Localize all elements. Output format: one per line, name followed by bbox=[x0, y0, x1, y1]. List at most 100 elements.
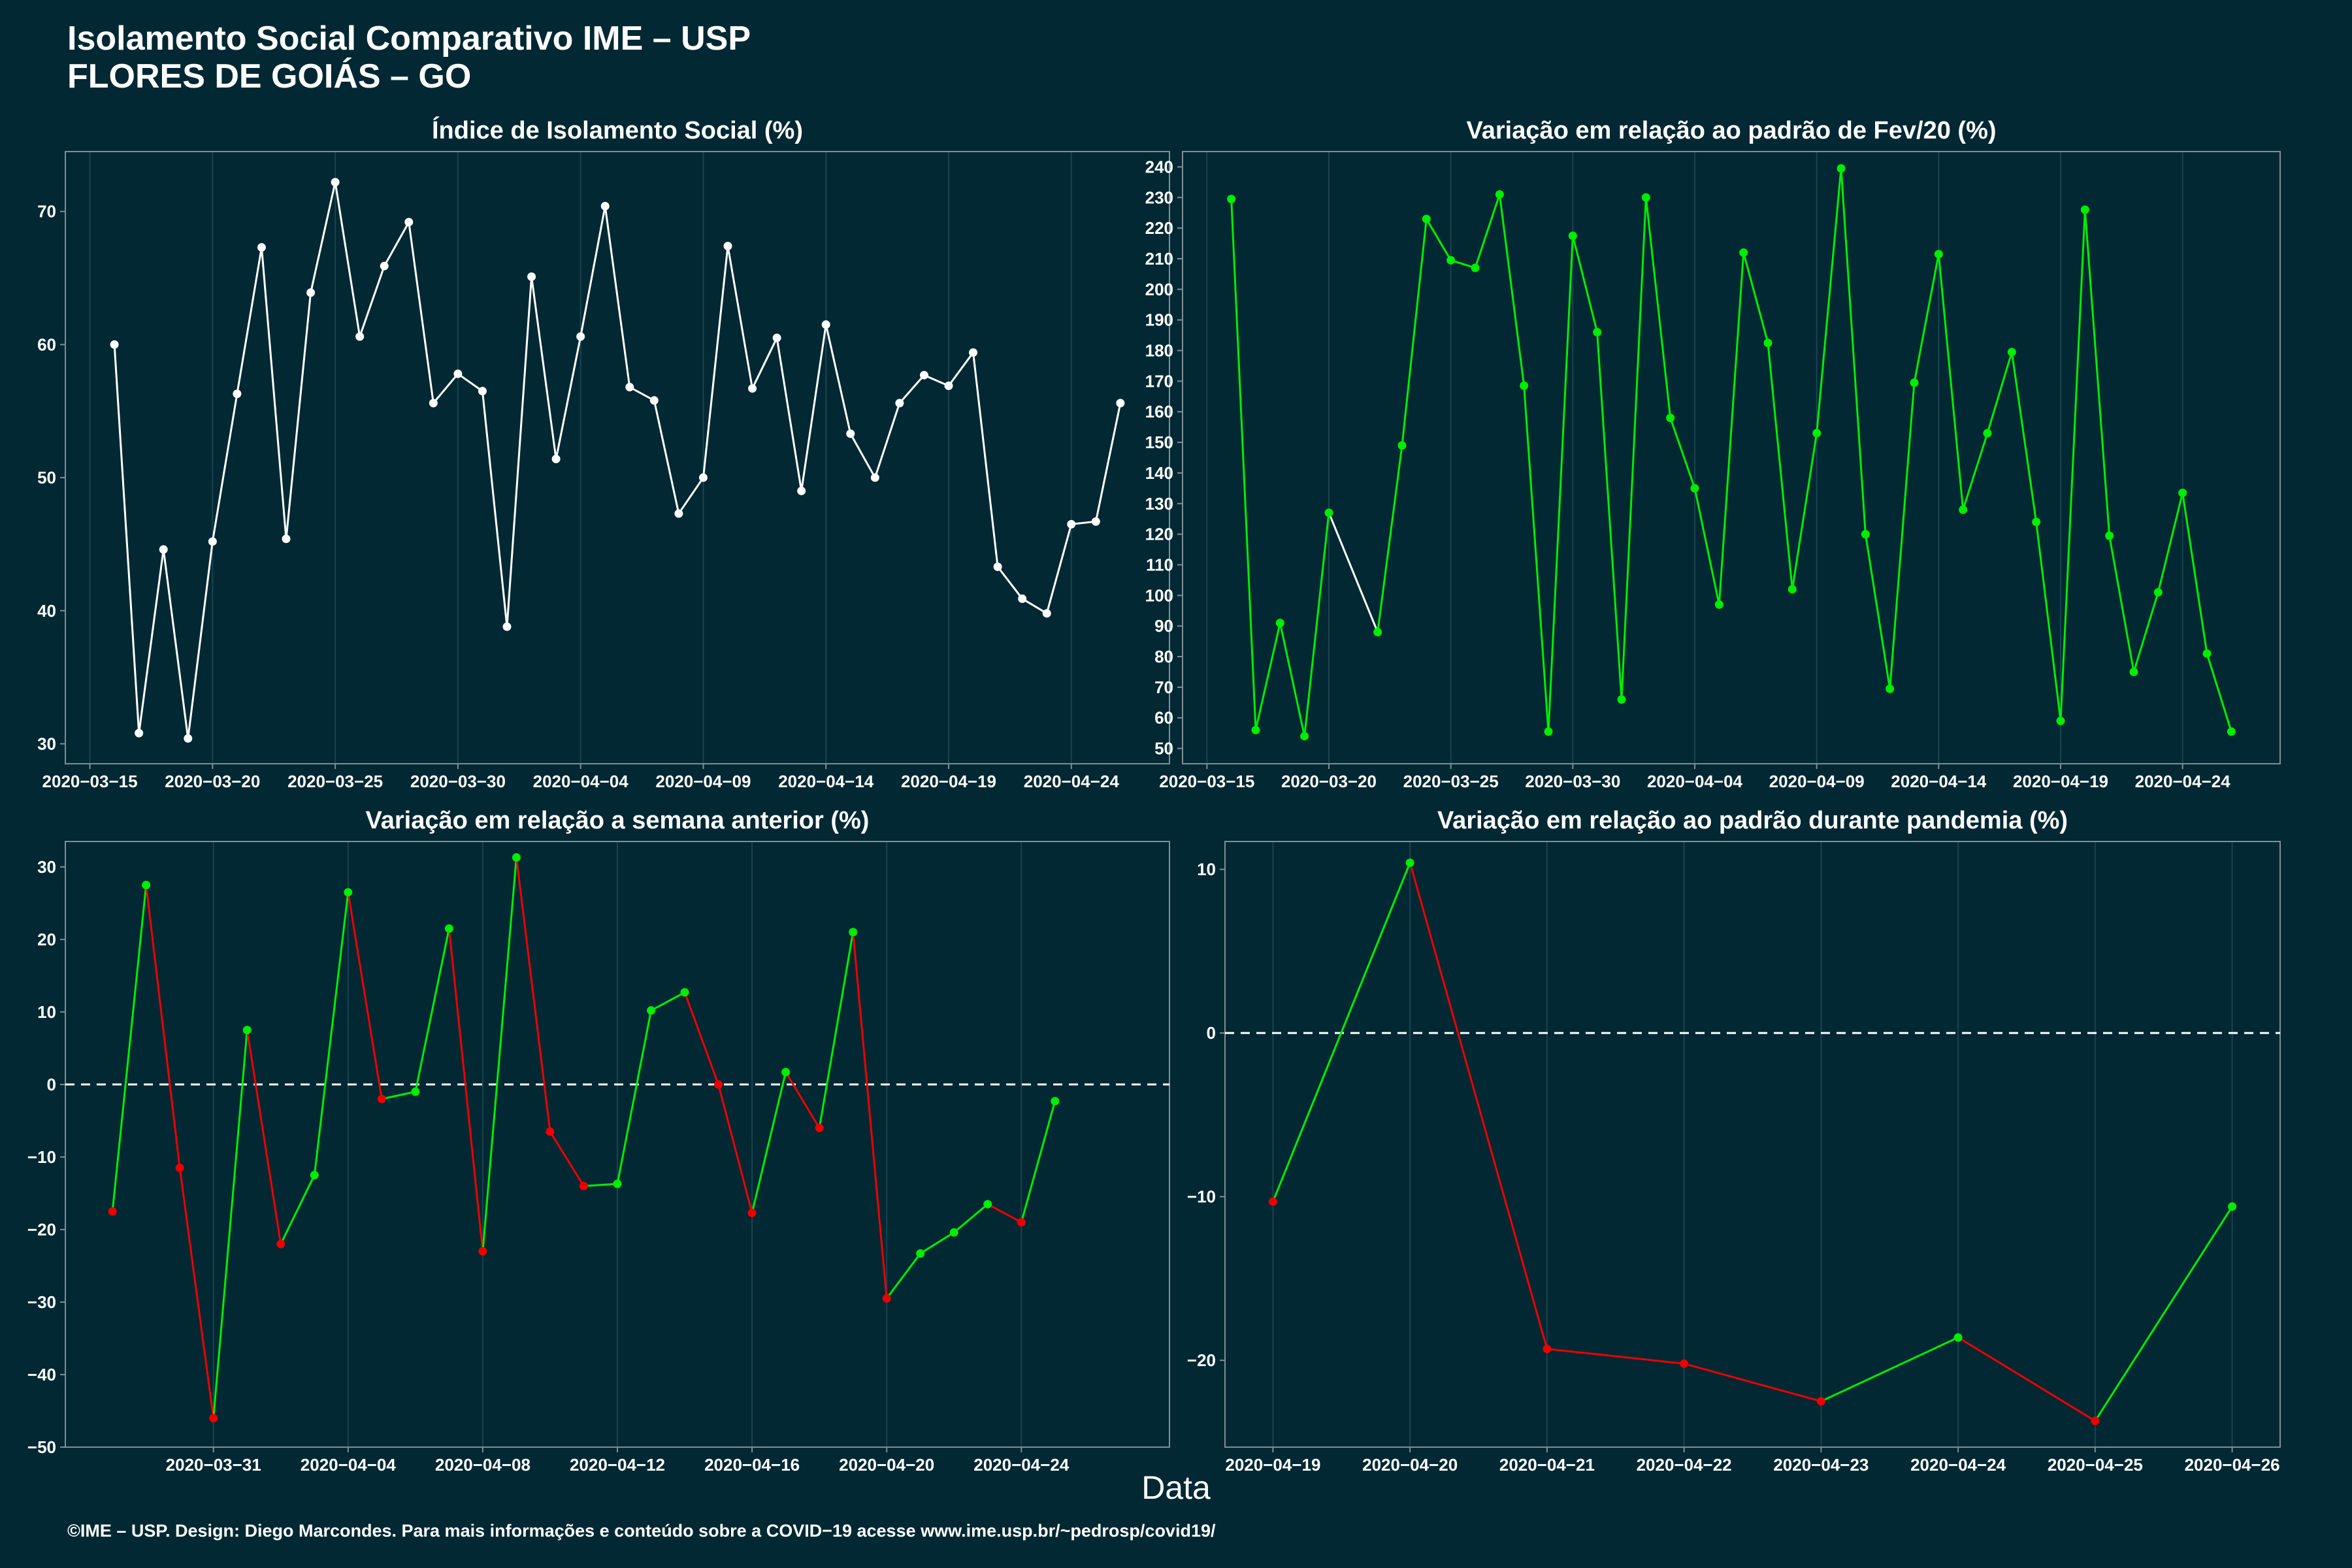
data-point bbox=[310, 1171, 319, 1180]
data-point bbox=[2153, 588, 2163, 597]
data-point bbox=[2178, 488, 2187, 497]
data-point bbox=[1617, 695, 1626, 704]
data-point bbox=[723, 242, 732, 251]
x-tick-label: 2020−04−22 bbox=[1637, 1455, 1732, 1475]
data-point bbox=[502, 622, 512, 631]
series-segment bbox=[653, 400, 680, 514]
data-point bbox=[1812, 429, 1821, 438]
series-segment bbox=[1254, 623, 1281, 730]
series-segment bbox=[702, 246, 729, 478]
series-segment bbox=[260, 247, 287, 539]
data-point bbox=[2032, 517, 2041, 527]
data-point bbox=[257, 243, 266, 252]
series-segment bbox=[751, 1071, 787, 1213]
y-tick-label: 40 bbox=[37, 601, 56, 621]
data-point bbox=[355, 332, 365, 341]
data-point bbox=[1227, 195, 1236, 204]
panel-border bbox=[1182, 151, 2281, 764]
data-point bbox=[1520, 381, 1529, 390]
series-segment bbox=[111, 885, 148, 1212]
data-point bbox=[674, 509, 683, 518]
y-tick-label: 50 bbox=[1154, 739, 1173, 759]
data-point bbox=[1568, 231, 1577, 240]
data-point bbox=[1593, 327, 1602, 336]
data-point bbox=[1405, 858, 1414, 868]
series-segment bbox=[1546, 1348, 1684, 1365]
series-segment bbox=[919, 1232, 955, 1254]
series-segment bbox=[236, 247, 263, 394]
data-point bbox=[870, 473, 879, 482]
series-segment bbox=[751, 337, 778, 389]
data-point bbox=[512, 853, 521, 862]
data-point bbox=[944, 382, 953, 391]
series-segment bbox=[448, 928, 484, 1252]
series-segment bbox=[818, 932, 855, 1128]
series-segment bbox=[1426, 218, 1452, 261]
series-segment bbox=[987, 1203, 1022, 1224]
data-point bbox=[625, 383, 634, 392]
x-tick-label: 2020−04−04 bbox=[533, 772, 629, 791]
series-segment bbox=[1820, 1336, 1959, 1403]
y-tick-label: 70 bbox=[37, 202, 56, 221]
series-segment bbox=[2094, 1205, 2233, 1422]
data-point bbox=[846, 429, 855, 438]
data-point bbox=[142, 881, 151, 890]
series-segment bbox=[1644, 197, 1672, 418]
series-segment bbox=[604, 206, 631, 387]
series-segment bbox=[2108, 535, 2135, 672]
x-tick-label: 2020−04−24 bbox=[2135, 772, 2231, 791]
data-point bbox=[815, 1124, 824, 1133]
x-tick-label: 2020−03−25 bbox=[1403, 772, 1499, 791]
data-point bbox=[1251, 725, 1260, 734]
data-point bbox=[478, 1247, 487, 1256]
y-tick-label: 180 bbox=[1145, 341, 1173, 361]
data-point bbox=[1666, 414, 1675, 423]
series-segment bbox=[1864, 534, 1891, 689]
data-point bbox=[429, 399, 438, 408]
data-point bbox=[233, 389, 242, 399]
x-axis-label: Data bbox=[1141, 1469, 1211, 1506]
y-tick-label: 50 bbox=[37, 468, 56, 487]
data-point bbox=[1641, 193, 1650, 202]
y-tick-label: 160 bbox=[1145, 402, 1173, 421]
series-segment bbox=[1816, 168, 1842, 434]
series-segment bbox=[1620, 197, 1647, 700]
series-segment bbox=[145, 885, 181, 1168]
data-point bbox=[175, 1164, 184, 1173]
series-segment bbox=[2157, 493, 2184, 593]
data-point bbox=[821, 320, 830, 329]
data-point bbox=[184, 734, 193, 743]
data-point bbox=[1861, 530, 1870, 539]
y-tick-label: 230 bbox=[1145, 188, 1173, 207]
series-segment bbox=[1409, 862, 1548, 1350]
series-segment bbox=[825, 324, 852, 434]
series-segment bbox=[1021, 598, 1047, 615]
data-point bbox=[1816, 1397, 1825, 1406]
x-tick-label: 2020−04−24 bbox=[1024, 772, 1120, 791]
series-segment bbox=[1913, 253, 1940, 383]
data-point bbox=[1091, 517, 1100, 526]
series-segment bbox=[1986, 351, 2013, 434]
series-segment bbox=[1693, 488, 1720, 605]
series-segment bbox=[1840, 168, 1867, 534]
data-point bbox=[1116, 399, 1125, 408]
series-segment bbox=[1957, 1336, 2096, 1422]
series-segment bbox=[996, 566, 1023, 600]
series-segment bbox=[515, 857, 551, 1132]
series-segment bbox=[1718, 252, 1745, 605]
panel-border bbox=[65, 151, 1170, 764]
data-point bbox=[1934, 250, 1943, 259]
series-segment bbox=[1791, 433, 1818, 590]
data-point bbox=[882, 1294, 891, 1303]
y-tick-label: 100 bbox=[1145, 585, 1173, 605]
y-tick-label: 30 bbox=[37, 857, 56, 877]
data-point bbox=[1422, 214, 1431, 223]
x-tick-label: 2020−04−09 bbox=[1769, 772, 1865, 791]
panel-title: Índice de Isolamento Social (%) bbox=[432, 116, 803, 144]
series-segment bbox=[1684, 1362, 1821, 1403]
data-point bbox=[993, 563, 1002, 572]
series-segment bbox=[972, 352, 999, 567]
data-point bbox=[2091, 1416, 2100, 1426]
